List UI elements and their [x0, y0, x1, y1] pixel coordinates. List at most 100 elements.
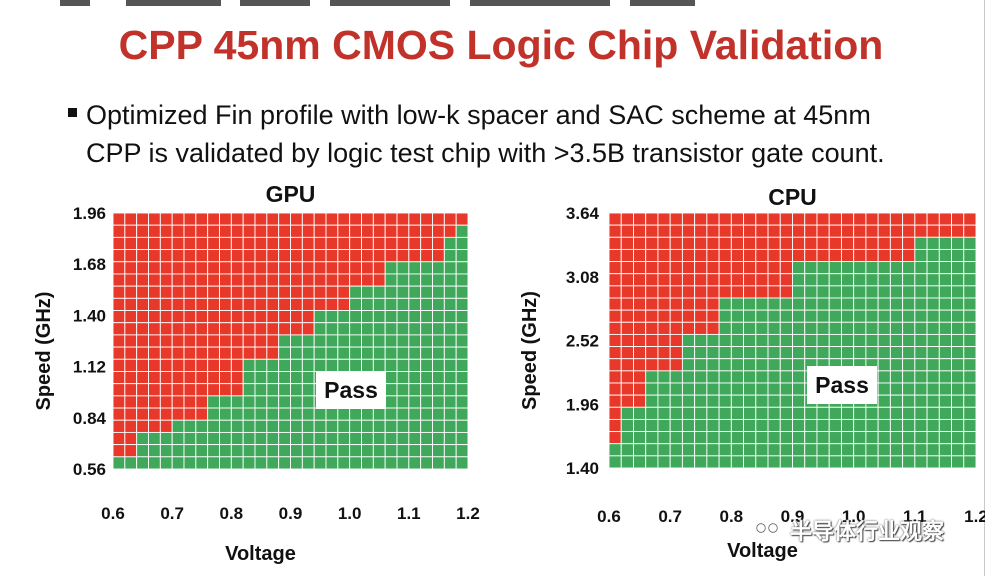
fail-cell [337, 297, 351, 311]
pass-cell [219, 444, 232, 458]
pass-cell [408, 444, 422, 458]
fail-cell [669, 346, 683, 360]
pass-cell [755, 418, 769, 433]
fail-cell [914, 212, 928, 226]
fail-cell [219, 322, 232, 336]
pass-cell [337, 346, 351, 360]
pass-cell [420, 419, 433, 433]
fail-cell [207, 334, 220, 348]
pass-cell [266, 383, 280, 397]
pass-cell [694, 431, 708, 445]
fail-cell [266, 285, 280, 299]
pass-cell [743, 370, 757, 384]
fail-cell [136, 310, 149, 324]
pass-cell [914, 236, 928, 250]
pass-cell [633, 431, 647, 445]
pass-cell [681, 455, 696, 469]
fail-cell [301, 310, 315, 324]
pass-cell [755, 443, 769, 457]
fail-cell [301, 297, 315, 311]
pass-cell [408, 261, 422, 275]
fail-cell [278, 261, 291, 275]
x-axis-label: Voltage [727, 540, 798, 562]
pass-cell [792, 394, 806, 408]
pass-cell [767, 370, 781, 384]
pass-cell [136, 431, 149, 446]
pass-cell [608, 443, 622, 457]
y-axis-label: Speed (GHz) [33, 292, 55, 411]
pass-cell [865, 406, 879, 420]
pass-cell [396, 383, 410, 397]
fail-cell [278, 224, 291, 238]
pass-cell [767, 443, 781, 457]
pass-cell [767, 455, 781, 469]
pass-cell [877, 321, 891, 335]
pass-cell [455, 358, 469, 372]
fail-cell [706, 224, 720, 238]
pass-cell [349, 285, 362, 299]
pass-cell [902, 370, 916, 384]
pass-cell [902, 358, 916, 372]
fail-cell [633, 333, 647, 348]
fail-cell [420, 224, 433, 238]
pass-cell [730, 406, 745, 420]
fail-cell [219, 310, 232, 324]
pass-cell [816, 431, 830, 445]
fail-cell [865, 248, 879, 263]
fail-cell [136, 358, 149, 372]
x-tick-label: 0.8 [220, 504, 244, 523]
fail-cell [124, 358, 138, 372]
pass-cell [290, 371, 303, 385]
pass-cell [254, 456, 268, 470]
fail-cell [694, 212, 708, 226]
fail-cell [657, 261, 671, 275]
pass-cell [455, 224, 469, 238]
pass-cell [159, 456, 173, 470]
fail-cell [112, 310, 126, 324]
pass-cell [278, 383, 291, 397]
fail-cell [230, 249, 244, 263]
x-tick-label: 1.1 [397, 504, 421, 523]
pass-cell [963, 370, 977, 384]
pass-cell [620, 431, 634, 445]
pass-cell [840, 443, 855, 457]
pass-cell [372, 334, 386, 348]
fail-cell [755, 273, 769, 287]
y-tick-label: 2.52 [566, 332, 599, 351]
fail-cell [266, 249, 280, 263]
pass-cell [171, 419, 185, 433]
fail-cell [718, 273, 732, 287]
fail-cell [804, 248, 818, 263]
fail-cell [195, 297, 209, 311]
pass-cell [914, 333, 928, 348]
pass-cell [361, 444, 374, 458]
fail-cell [183, 261, 197, 275]
pass-cell [443, 444, 457, 458]
pass-cell [361, 431, 374, 446]
pass-cell [816, 443, 830, 457]
pass-cell [865, 346, 879, 360]
pass-cell [290, 456, 303, 470]
pass-cell [372, 285, 386, 299]
pass-cell [706, 370, 720, 384]
pass-cell [816, 285, 830, 299]
fail-cell [372, 273, 386, 287]
pass-cell [816, 333, 830, 348]
fail-cell [195, 383, 209, 397]
pass-cell [755, 346, 769, 360]
fail-cell [313, 273, 327, 287]
fail-cell [159, 236, 173, 251]
pass-cell [963, 321, 977, 335]
fail-cell [207, 212, 220, 226]
fail-cell [816, 212, 830, 226]
pass-cell [432, 285, 445, 299]
fail-cell [124, 431, 138, 446]
pass-cell [420, 371, 433, 385]
fail-cell [608, 321, 622, 335]
fail-cell [914, 224, 928, 238]
fail-cell [633, 358, 647, 372]
pass-cell [408, 407, 422, 421]
pass-cell [266, 395, 280, 409]
fail-cell [266, 212, 280, 226]
pass-cell [938, 333, 952, 348]
